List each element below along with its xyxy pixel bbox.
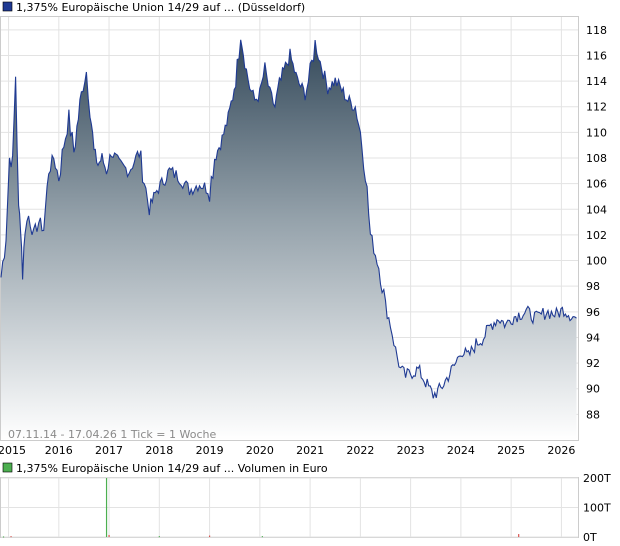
year-tick: 2025 <box>497 444 525 457</box>
volume-y-tick-labels: 0T 100T 200T <box>583 472 611 544</box>
year-tick: 2026 <box>547 444 575 457</box>
volume-bar <box>2 536 5 538</box>
volume-gridlines <box>1 477 578 538</box>
volume-bar <box>108 534 110 537</box>
price-y-tick: 98 <box>586 280 600 293</box>
price-y-tick: 94 <box>586 331 600 344</box>
volume-y-tick: 0T <box>583 531 597 544</box>
price-y-tick: 90 <box>586 383 600 396</box>
price-y-tick: 88 <box>586 408 600 421</box>
volume-bar <box>208 535 211 537</box>
range-note: 07.11.14 - 17.04.26 1 Tick = 1 Woche <box>8 428 216 441</box>
price-area-fill <box>1 39 577 441</box>
price-y-tick: 112 <box>586 101 607 114</box>
volume-y-tick: 100T <box>583 502 611 515</box>
volume-bar <box>518 534 520 537</box>
volume-legend-label: 1,375% Europäische Union 14/29 auf ... V… <box>16 462 328 475</box>
volume-bars <box>2 478 520 538</box>
year-tick: 2021 <box>296 444 324 457</box>
year-tick: 2022 <box>346 444 374 457</box>
price-y-tick: 114 <box>586 75 607 88</box>
price-line <box>0 39 577 399</box>
year-tick: 2024 <box>447 444 475 457</box>
volume-y-tick: 200T <box>583 472 611 485</box>
price-y-tick: 96 <box>586 306 600 319</box>
volume-bar <box>10 536 12 538</box>
year-tick: 2018 <box>145 444 173 457</box>
year-tick-labels: 2015 2016 2017 2018 2019 2020 2021 2022 2023 2024… <box>0 444 575 457</box>
price-y-tick: 100 <box>586 255 607 268</box>
price-legend-swatch <box>2 1 13 12</box>
price-y-tick: 108 <box>586 152 607 165</box>
volume-bar <box>105 478 108 537</box>
price-y-tick: 102 <box>586 229 607 242</box>
year-tick: 2023 <box>397 444 425 457</box>
volume-bar <box>261 536 263 538</box>
price-area-layer <box>0 39 577 441</box>
price-y-tick-labels: 88 90 92 94 96 98 100 102 104 106 108 110 112 114 116 1… <box>586 24 607 422</box>
price-y-tick: 104 <box>586 203 607 216</box>
price-y-tick: 106 <box>586 178 607 191</box>
volume-legend-swatch <box>2 462 13 473</box>
year-tick: 2015 <box>0 444 26 457</box>
year-tick: 2020 <box>246 444 274 457</box>
volume-bar <box>158 536 160 538</box>
price-y-tick: 92 <box>586 357 600 370</box>
price-legend-label: 1,375% Europäische Union 14/29 auf ... (… <box>16 1 305 14</box>
price-y-tick: 116 <box>586 49 607 62</box>
year-tick: 2016 <box>45 444 73 457</box>
price-y-tick: 118 <box>586 24 607 37</box>
year-tick: 2017 <box>95 444 123 457</box>
year-tick: 2019 <box>196 444 224 457</box>
price-y-tick: 110 <box>586 126 607 139</box>
